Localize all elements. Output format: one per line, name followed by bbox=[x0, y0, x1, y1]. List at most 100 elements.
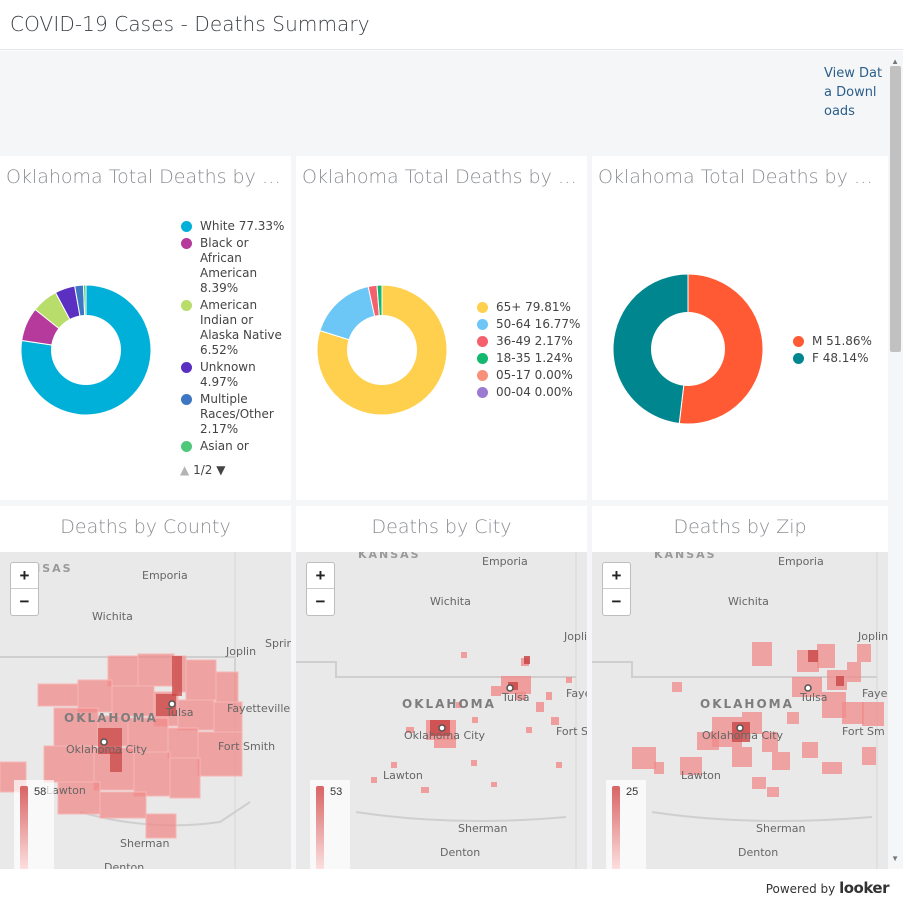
legend-label: F 48.14% bbox=[812, 351, 869, 365]
minus-icon[interactable]: − bbox=[315, 592, 326, 611]
tile-title: Oklahoma Total Deaths by Gender bbox=[598, 166, 882, 188]
scrollbar-thumb[interactable] bbox=[890, 66, 901, 352]
legend-swatch bbox=[181, 221, 192, 232]
dashboard-header: COVID-19 Cases - Deaths Summary bbox=[0, 0, 903, 50]
map-label: Faye bbox=[862, 687, 888, 700]
map-label: Fort Smith bbox=[218, 740, 276, 753]
legend-item[interactable]: 18-35 1.24% bbox=[476, 351, 581, 366]
map-label: Jopli bbox=[564, 630, 587, 643]
race-donut bbox=[20, 284, 152, 416]
tile-title: Deaths by City bbox=[371, 516, 512, 538]
map-label: Emporia bbox=[142, 569, 188, 582]
city-map[interactable]: KANSAS Emporia Wichita Jopli OKLAHOMA Tu… bbox=[296, 552, 587, 869]
legend-item[interactable]: 65+ 79.81% bbox=[476, 300, 581, 315]
map-label: Wichita bbox=[728, 595, 769, 608]
tile-title: Deaths by Zip bbox=[673, 516, 807, 538]
legend-label: White 77.33% bbox=[200, 219, 285, 233]
looker-logo[interactable]: looker bbox=[839, 879, 889, 897]
map-label: Fort S bbox=[556, 725, 587, 738]
legend-item[interactable]: 00-04 0.00% bbox=[476, 385, 581, 400]
legend-item[interactable]: 05-17 0.00% bbox=[476, 368, 581, 383]
map-label: Emporia bbox=[778, 555, 824, 568]
donut-slice[interactable] bbox=[316, 284, 448, 416]
map-label: Lawton bbox=[681, 769, 721, 782]
scroll-down-icon[interactable]: ▼ bbox=[891, 854, 899, 863]
legend-label: Multiple Races/Other 2.17% bbox=[200, 392, 274, 436]
legend-item[interactable]: Multiple Races/Other 2.17% bbox=[180, 392, 285, 437]
tile-deaths-by-zip: Deaths by Zip bbox=[592, 506, 888, 869]
view-data-downloads-link[interactable]: View Data Downloads bbox=[824, 66, 883, 119]
color-scale-legend: 25 bbox=[606, 780, 646, 869]
map-label: Wichita bbox=[92, 610, 133, 623]
legend-item[interactable]: F 48.14% bbox=[792, 351, 882, 366]
plus-icon[interactable]: + bbox=[603, 563, 630, 589]
gender-donut bbox=[612, 273, 764, 425]
tile-title: Oklahoma Total Deaths by Age Group bbox=[302, 166, 582, 188]
scroll-up-icon[interactable]: ▲ bbox=[891, 57, 899, 66]
map-label: Oklahoma City bbox=[702, 729, 784, 742]
zip-map-layer bbox=[592, 552, 884, 869]
triangle-up-icon[interactable]: ▲ bbox=[180, 463, 190, 477]
legend-label: 50-64 16.77% bbox=[496, 317, 581, 331]
map-label: Sherman bbox=[458, 822, 508, 835]
map-label: KANSAS bbox=[654, 552, 717, 561]
color-scale-legend: 58 bbox=[14, 780, 54, 869]
legend-swatch bbox=[477, 302, 488, 313]
legend-swatch bbox=[793, 336, 804, 347]
map-label: Wichita bbox=[430, 595, 471, 608]
map-label: Emporia bbox=[482, 555, 528, 568]
legend-item[interactable]: Asian or Pacif... bbox=[180, 439, 285, 455]
color-scale-bar bbox=[316, 786, 324, 869]
color-scale-bar bbox=[612, 786, 620, 869]
legend-swatch bbox=[477, 319, 488, 330]
map-label: Faye bbox=[566, 687, 587, 700]
zip-map[interactable]: KANSAS Emporia Wichita Joplin OKLAHOMA T… bbox=[592, 552, 888, 869]
powered-by-label: Powered by bbox=[765, 882, 836, 896]
map-label: Tulsa bbox=[502, 691, 530, 704]
color-scale-max: 58 bbox=[34, 786, 47, 798]
legend-item[interactable]: 50-64 16.77% bbox=[476, 317, 581, 332]
legend-label: 05-17 0.00% bbox=[496, 368, 573, 382]
zoom-control: + − bbox=[306, 562, 335, 616]
dashboard-title: COVID-19 Cases - Deaths Summary bbox=[10, 12, 370, 36]
legend-swatch bbox=[181, 441, 192, 452]
legend-item[interactable]: White 77.33% bbox=[180, 219, 285, 234]
legend-label: Asian or Pacif... bbox=[200, 439, 249, 455]
tile-title: Oklahoma Total Deaths by Race bbox=[6, 166, 286, 188]
tile-deaths-by-race: Oklahoma Total Deaths by Race White 77.3… bbox=[0, 156, 291, 500]
legend-swatch bbox=[793, 353, 804, 364]
county-map[interactable]: KANSAS Emporia Wichita Joplin Sprin OKLA… bbox=[0, 552, 291, 869]
legend-item[interactable]: Black or African American 8.39% bbox=[180, 236, 285, 296]
minus-icon[interactable]: − bbox=[611, 592, 622, 611]
legend-swatch bbox=[477, 353, 488, 364]
footer: Powered by looker bbox=[0, 869, 903, 902]
color-scale-max: 53 bbox=[330, 786, 343, 798]
pager-label: 1/2 bbox=[193, 463, 213, 477]
plus-icon[interactable]: + bbox=[307, 563, 334, 589]
legend-label: 00-04 0.00% bbox=[496, 385, 573, 399]
legend-item[interactable]: M 51.86% bbox=[792, 334, 882, 349]
legend-swatch bbox=[181, 394, 192, 405]
triangle-down-icon[interactable]: ▼ bbox=[216, 463, 226, 477]
legend-swatch bbox=[477, 387, 488, 398]
color-scale-legend: 53 bbox=[310, 780, 350, 869]
legend-swatch bbox=[181, 300, 192, 311]
donut-slice[interactable] bbox=[612, 273, 689, 425]
legend-label: 18-35 1.24% bbox=[496, 351, 573, 365]
legend-item[interactable]: 36-49 2.17% bbox=[476, 334, 581, 349]
plus-icon[interactable]: + bbox=[11, 563, 38, 589]
county-map-layer bbox=[0, 552, 251, 869]
tile-deaths-by-city: Deaths by City bbox=[296, 506, 587, 869]
legend-swatch bbox=[181, 362, 192, 373]
legend-label: M 51.86% bbox=[812, 334, 872, 348]
minus-icon[interactable]: − bbox=[19, 592, 30, 611]
legend-item[interactable]: Unknown 4.97% bbox=[180, 360, 285, 390]
legend-pager[interactable]: ▲ 1/2 ▼ bbox=[180, 463, 225, 477]
map-label: Joplin bbox=[226, 645, 257, 658]
legend-swatch bbox=[477, 370, 488, 381]
legend-label: 65+ 79.81% bbox=[496, 300, 571, 314]
powered-by-text: Powered by looker bbox=[765, 879, 890, 897]
legend-item[interactable]: American Indian or Alaska Native 6.52% bbox=[180, 298, 285, 358]
map-label: Oklahoma City bbox=[66, 743, 148, 756]
map-label: Oklahoma City bbox=[404, 729, 486, 742]
